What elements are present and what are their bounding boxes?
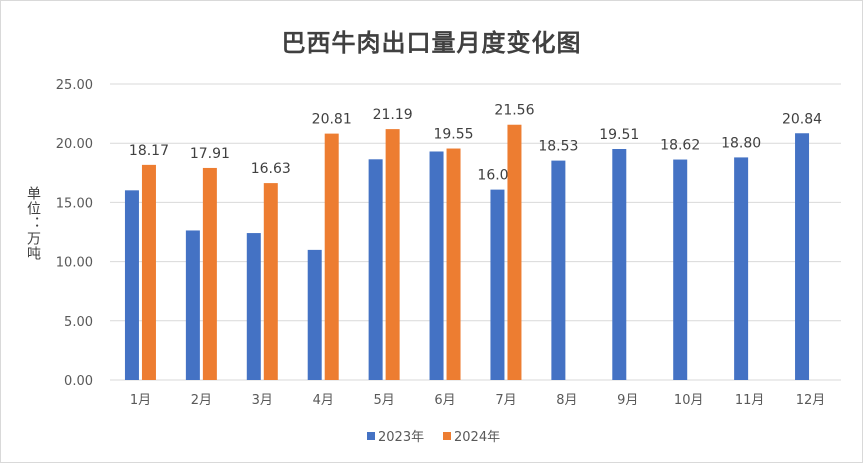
data-label: 17.91: [190, 146, 230, 162]
bar-2023年-12月: [795, 133, 810, 380]
bar-2023年-6月: [429, 151, 444, 380]
data-label: 18.17: [129, 143, 169, 159]
legend-swatch: [367, 432, 375, 440]
bar-2023年-2月: [185, 230, 200, 380]
legend-swatch: [443, 432, 451, 440]
y-tick-label: 10.00: [56, 256, 93, 271]
data-label: 21.56: [494, 103, 534, 119]
x-tick-label: 6月: [434, 393, 455, 408]
x-tick-label: 10月: [674, 393, 704, 408]
y-tick-label: 5.00: [64, 315, 93, 330]
data-label: 18.80: [721, 135, 761, 151]
x-tick-label: 12月: [796, 393, 826, 408]
bar-2023年-3月: [246, 233, 261, 380]
bar-2023年-8月: [551, 160, 566, 380]
data-label: 21.19: [373, 107, 413, 123]
x-tick-label: 3月: [252, 393, 273, 408]
x-tick-label: 4月: [313, 393, 334, 408]
x-tick-label: 7月: [495, 393, 516, 408]
x-tick-label: 11月: [735, 393, 765, 408]
bar-2023年-11月: [734, 157, 749, 380]
y-tick-label: 25.00: [56, 78, 93, 93]
data-label: 18.53: [538, 139, 578, 155]
data-label: 19.51: [599, 127, 639, 143]
data-label: 16.63: [251, 161, 291, 177]
data-label: 20.84: [782, 111, 822, 127]
x-tick-label: 9月: [617, 393, 638, 408]
x-tick-label: 8月: [556, 393, 577, 408]
bar-2024年-4月: [324, 133, 339, 380]
bar-2024年-2月: [202, 167, 217, 380]
x-tick-label: 2月: [191, 393, 212, 408]
x-tick-label: 1月: [130, 393, 151, 408]
data-label: 19.55: [433, 127, 473, 143]
bar-2024年-5月: [385, 129, 400, 380]
y-tick-label: 15.00: [56, 196, 93, 211]
x-tick-label: 5月: [373, 393, 394, 408]
y-tick-label: 0.00: [64, 374, 93, 389]
bar-2024年-7月: [507, 124, 522, 380]
y-tick-label: 20.00: [56, 137, 93, 152]
data-label: 18.62: [660, 138, 700, 154]
bar-2023年-5月: [368, 159, 383, 380]
bar-2024年-3月: [263, 183, 278, 380]
bar-2023年-4月: [307, 249, 322, 380]
legend-label: 2023年: [378, 430, 424, 445]
bar-2023年-1月: [124, 190, 139, 380]
y-axis-title: 单位：万吨: [25, 186, 41, 261]
bar-2023年-9月: [612, 149, 627, 380]
legend-label: 2024年: [454, 430, 500, 445]
bar-2023年-10月: [673, 159, 688, 380]
bar-2023年-7月: [490, 189, 505, 380]
bar-2024年-6月: [446, 148, 461, 380]
chart-title: 巴西牛肉出口量月度变化图: [281, 29, 582, 57]
data-label: 20.81: [312, 112, 352, 128]
bar-2024年-1月: [141, 164, 156, 380]
